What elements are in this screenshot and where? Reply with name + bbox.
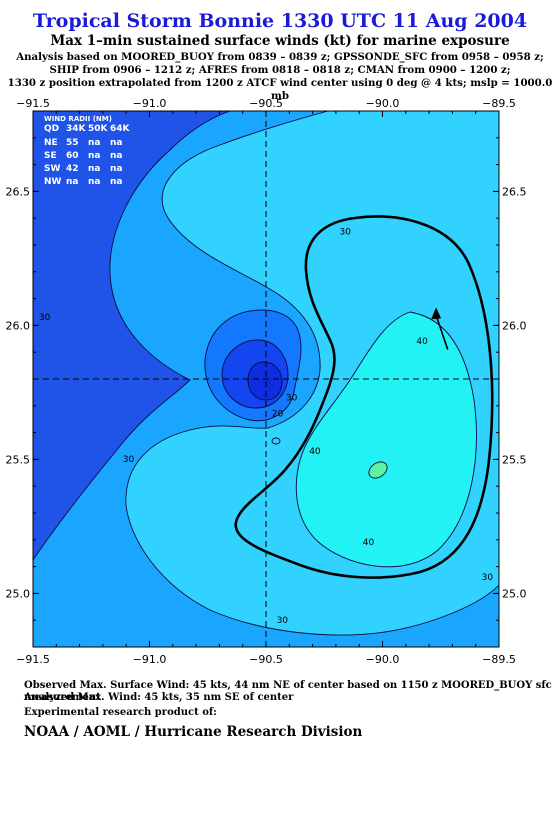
contour-label: 30 [123,455,135,465]
experimental-note: Experimental research product of: [24,707,217,718]
y-tick-label-left: 25.0 [6,587,31,600]
wind-radii-cell: na [88,177,100,187]
wind-radii-cell: 55 [66,138,79,148]
contour-line-20-left [33,111,231,561]
wind-radii-cell: NW [44,177,62,187]
y-tick-label-left: 26.5 [6,185,31,198]
contour-line-30-outer [125,111,499,636]
contour-line-max [368,461,388,479]
contour-label: 20 [272,410,284,420]
x-tick-label-bottom: −91.0 [133,653,167,666]
contour-label: 40 [416,337,428,347]
wind-radii-cell: 60 [66,151,79,161]
wind-radii-cell: na [88,164,100,174]
contour-line-eye-inner [247,361,283,401]
wind-radii-cell: na [110,164,122,174]
x-tick-label-top: −89.5 [482,97,516,110]
wind-radii-cell: na [110,151,122,161]
analyzed-max-wind: Analyzed Max. Wind: 45 kts, 35 nm SE of … [24,692,294,703]
contour-label: 30 [286,393,298,403]
x-tick-label-bottom: −90.5 [249,653,283,666]
wind-band-ge40 [296,312,477,567]
contour-line-small-loop [271,437,281,445]
wind-radii-title: WIND RADII (NM) [44,115,112,123]
max-wind-spot [368,461,388,479]
contour-label: 30 [339,227,351,237]
wind-radii-cell: na [110,177,122,187]
x-tick-label-top: −91.5 [16,97,50,110]
contour-label: 40 [309,447,321,457]
contour-line-40 [295,311,477,568]
map-subtitle: Max 1–min sustained surface winds (kt) f… [50,33,510,49]
wind-radii-cell: na [88,151,100,161]
wind-radii-header: QD 34K 50K 64K [44,124,131,134]
y-tick-label-left: 26.0 [6,319,31,332]
contour-line-eye-mid [221,339,289,409]
x-tick-label-top: −91.0 [133,97,167,110]
wind-radii-header-cell: QD [44,124,59,134]
observed-max-wind: Observed Max. Surface Wind: 45 kts, 44 n… [24,680,552,703]
storm-center-crosshair [33,111,499,647]
storm-motion-arrow [431,307,449,350]
wind-radii-cell: NE [44,138,58,148]
contour-line-eye-outer [204,309,302,422]
y-tick-label-right: 25.0 [502,587,527,600]
wind-radii-header-cell: 50K [88,124,109,134]
wind-radii-cell: SW [44,164,60,174]
x-tick-label-bottom: −90.0 [366,653,400,666]
wind-radii-cell: na [66,177,78,187]
contour-label: 40 [363,538,375,548]
x-tick-label-top: −90.5 [249,97,283,110]
organization: NOAA / AOML / Hurricane Research Divisio… [24,724,363,740]
contour-label: 30 [39,313,51,323]
x-tick-label-top: −90.0 [366,97,400,110]
contour-label: 30 [482,573,494,583]
axis-ticks [32,111,500,647]
map-title: Tropical Storm Bonnie 1330 UTC 11 Aug 20… [32,10,528,32]
wind-radii-cell: na [110,138,122,148]
y-tick-label-right: 26.5 [502,185,527,198]
x-tick-label-bottom: −91.5 [16,653,50,666]
wind-radii-cell: na [88,138,100,148]
wind-radii-cell: SE [44,151,57,161]
contour-label: 30 [277,616,289,626]
axis-tick-labels: −91.5 −91.5 −91.0 −91.0 −90.5 −90.5 −90.0 −90.0… [6,97,527,666]
wind-radii-header-cell: 34K [66,124,87,134]
wind-radii-header-cell: 64K [110,124,131,134]
wind-radii-cell: 42 [66,164,79,174]
x-tick-label-bottom: −89.5 [482,653,516,666]
analysis-sources-line-3: 1330 z position extrapolated from 1200 z… [7,77,553,102]
analysis-sources-line-1: Analysis based on MOORED_BUOY from 0839 … [16,51,544,63]
analysis-sources-line-2: SHIP from 0906 – 1212 z; AFRES from 0818… [49,64,511,76]
y-tick-label-left: 25.5 [6,453,31,466]
y-tick-label-right: 25.5 [502,453,527,466]
y-tick-label-right: 26.0 [502,319,527,332]
